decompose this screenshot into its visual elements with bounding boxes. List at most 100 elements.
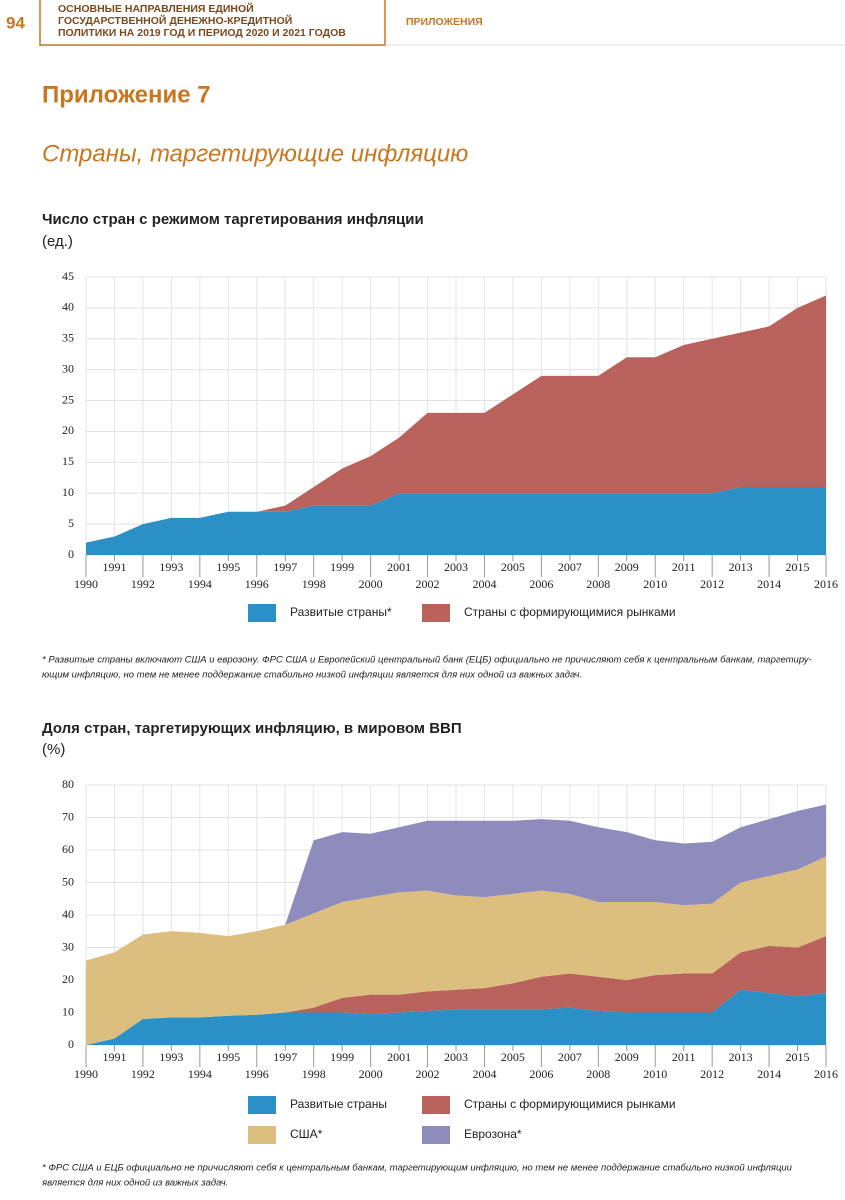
x-tick-label: 1996 bbox=[245, 577, 269, 591]
footnote: является для них одной из важных задач. bbox=[41, 1178, 228, 1189]
x-tick-label: 1991 bbox=[102, 1050, 126, 1064]
header-line: ГОСУДАРСТВЕННОЙ ДЕНЕЖНО-КРЕДИТНОЙ bbox=[58, 14, 292, 27]
x-tick-label: 2013 bbox=[729, 560, 753, 574]
x-tick-label: 1999 bbox=[330, 1050, 354, 1064]
y-tick-label: 5 bbox=[68, 516, 74, 530]
appendix-title: Приложение 7 bbox=[42, 81, 211, 108]
x-tick-label: 1992 bbox=[131, 577, 155, 591]
x-tick-label: 2005 bbox=[501, 560, 525, 574]
y-tick-label: 15 bbox=[62, 454, 74, 468]
x-tick-label: 2011 bbox=[672, 1050, 696, 1064]
x-tick-label: 1992 bbox=[131, 1067, 155, 1081]
x-tick-label: 1997 bbox=[273, 1050, 297, 1064]
y-tick-label: 30 bbox=[62, 361, 74, 375]
x-tick-label: 2006 bbox=[529, 1067, 553, 1081]
x-tick-label: 2004 bbox=[472, 577, 496, 591]
x-tick-label: 1998 bbox=[302, 577, 326, 591]
y-tick-label: 40 bbox=[62, 907, 74, 921]
x-tick-label: 2000 bbox=[359, 577, 383, 591]
x-tick-label: 2014 bbox=[757, 1067, 781, 1081]
x-tick-label: 2006 bbox=[529, 577, 553, 591]
area bbox=[86, 804, 826, 961]
x-tick-label: 1994 bbox=[188, 577, 212, 591]
legend-label: Страны с формирующимися рынками bbox=[464, 1097, 676, 1111]
area bbox=[86, 936, 826, 1045]
y-tick-label: 30 bbox=[62, 939, 74, 953]
x-tick-label: 1999 bbox=[330, 560, 354, 574]
x-tick-label: 1994 bbox=[188, 1067, 212, 1081]
x-tick-label: 2001 bbox=[387, 1050, 411, 1064]
header-line: ПОЛИТИКИ НА 2019 ГОД И ПЕРИОД 2020 И 202… bbox=[58, 27, 346, 39]
x-tick-label: 1991 bbox=[102, 560, 126, 574]
y-tick-label: 60 bbox=[62, 842, 74, 856]
x-tick-label: 2016 bbox=[814, 577, 838, 591]
area bbox=[86, 487, 826, 555]
legend-swatch bbox=[248, 1096, 276, 1114]
y-tick-label: 0 bbox=[68, 547, 74, 561]
x-tick-label: 2003 bbox=[444, 1050, 468, 1064]
footnote: ющим инфляцию, но тем не менее поддержан… bbox=[42, 670, 582, 681]
legend-swatch bbox=[422, 1126, 450, 1144]
y-tick-label: 45 bbox=[62, 269, 74, 283]
y-tick-label: 20 bbox=[62, 972, 74, 986]
y-tick-label: 25 bbox=[62, 392, 74, 406]
legend-label: Развитые страны bbox=[290, 1097, 387, 1111]
y-tick-label: 10 bbox=[62, 1004, 74, 1018]
legend-label: США* bbox=[290, 1127, 323, 1141]
header-section: ПРИЛОЖЕНИЯ bbox=[406, 16, 483, 28]
x-tick-label: 2002 bbox=[416, 1067, 440, 1081]
chart-unit: (ед.) bbox=[42, 233, 73, 250]
footnote: * ФРС США и ЕЦБ официально не причисляют… bbox=[42, 1163, 793, 1174]
y-tick-label: 40 bbox=[62, 300, 74, 314]
x-tick-label: 2001 bbox=[387, 560, 411, 574]
x-tick-label: 2003 bbox=[444, 560, 468, 574]
x-tick-label: 2007 bbox=[558, 560, 582, 574]
y-tick-label: 80 bbox=[62, 777, 74, 791]
x-tick-label: 1995 bbox=[216, 560, 240, 574]
x-tick-label: 1995 bbox=[216, 1050, 240, 1064]
x-tick-label: 1990 bbox=[74, 1067, 98, 1081]
header-line: ОСНОВНЫЕ НАПРАВЛЕНИЯ ЕДИНОЙ bbox=[58, 2, 254, 15]
legend-swatch bbox=[248, 1126, 276, 1144]
x-tick-label: 2009 bbox=[615, 1050, 639, 1064]
chart-unit: (%) bbox=[42, 741, 65, 758]
page-number-box bbox=[0, 0, 38, 46]
footnote: * Развитые страны включают США и еврозон… bbox=[42, 655, 812, 666]
chart-title: Число стран с режимом таргетирования инф… bbox=[42, 211, 424, 228]
area bbox=[86, 295, 826, 543]
x-tick-label: 1997 bbox=[273, 560, 297, 574]
appendix-subtitle: Страны, таргетирующие инфляцию bbox=[42, 140, 468, 167]
page-number: 94 bbox=[6, 13, 25, 32]
legend-swatch bbox=[422, 1096, 450, 1114]
x-tick-label: 1993 bbox=[159, 560, 183, 574]
x-tick-label: 2002 bbox=[416, 577, 440, 591]
x-tick-label: 2012 bbox=[700, 577, 724, 591]
x-tick-label: 2015 bbox=[786, 1050, 810, 1064]
legend-swatch bbox=[422, 604, 450, 622]
x-tick-label: 1993 bbox=[159, 1050, 183, 1064]
legend-label: Страны с формирующимися рынками bbox=[464, 605, 676, 619]
legend-swatch bbox=[248, 604, 276, 622]
chart-title: Доля стран, таргетирующих инфляцию, в ми… bbox=[42, 720, 462, 737]
x-tick-label: 1990 bbox=[74, 577, 98, 591]
x-tick-label: 2011 bbox=[672, 560, 696, 574]
legend-label: Еврозона* bbox=[464, 1127, 522, 1141]
x-tick-label: 2016 bbox=[814, 1067, 838, 1081]
x-tick-label: 1996 bbox=[245, 1067, 269, 1081]
x-tick-label: 1998 bbox=[302, 1067, 326, 1081]
x-tick-label: 2008 bbox=[586, 1067, 610, 1081]
y-tick-label: 70 bbox=[62, 809, 74, 823]
y-tick-label: 50 bbox=[62, 874, 74, 888]
x-tick-label: 2013 bbox=[729, 1050, 753, 1064]
x-tick-label: 2010 bbox=[643, 577, 667, 591]
legend-label: Развитые страны* bbox=[290, 605, 392, 619]
x-tick-label: 2009 bbox=[615, 560, 639, 574]
y-tick-label: 20 bbox=[62, 423, 74, 437]
x-tick-label: 2014 bbox=[757, 577, 781, 591]
area bbox=[86, 989, 826, 1045]
y-tick-label: 10 bbox=[62, 485, 74, 499]
area bbox=[86, 856, 826, 1045]
x-tick-label: 2010 bbox=[643, 1067, 667, 1081]
x-tick-label: 2004 bbox=[472, 1067, 496, 1081]
